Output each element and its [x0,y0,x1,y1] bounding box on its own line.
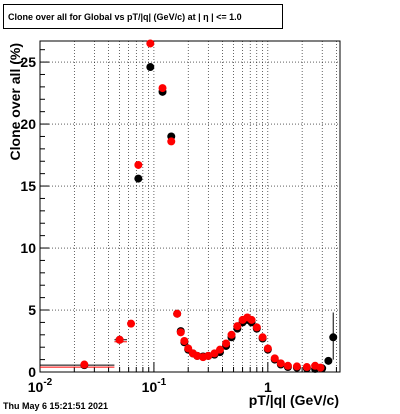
data-points [80,39,338,373]
red-data-point [180,337,189,346]
black-data-point [324,356,333,365]
red-data-point [283,361,292,370]
black-data-point [146,63,155,72]
x-tick-label: 1 [264,379,272,395]
red-data-point [184,344,193,353]
tick-labels: 0 5 10 15 20 25 10-2 10-1 1 [20,54,272,395]
red-data-point [263,344,272,353]
red-data-point [176,328,185,337]
y-tick-label: 5 [28,302,36,318]
red-data-point [146,39,155,48]
chart-title: Clone over all for Global vs pT/|q| (GeV… [8,12,242,22]
y-tick-label: 15 [20,178,36,194]
red-data-point [270,354,279,363]
y-tick-label: 10 [20,240,36,256]
black-data-point [329,333,338,342]
red-data-point [167,137,176,146]
red-data-point [134,160,143,169]
red-data-point [222,339,231,348]
x-tick-label: 10-2 [28,377,53,395]
red-data-point [204,351,213,360]
x-tick-label: 10-1 [142,377,167,395]
y-tick-label: 25 [20,54,36,70]
red-data-point [127,319,136,328]
timestamp: Thu May 6 15:21:51 2021 [3,401,109,411]
red-data-point [158,84,167,93]
grid [39,41,340,372]
red-data-point [227,330,236,339]
red-data-point [276,359,285,368]
red-data-point [316,363,325,372]
red-data-point [80,360,89,369]
red-data-point [252,323,261,332]
red-data-point [115,335,124,344]
plot-frame [39,40,341,373]
y-tick-label: 20 [20,116,36,132]
chart-title-box: Clone over all for Global vs pT/|q| (GeV… [3,4,283,29]
red-data-point [233,322,242,331]
red-data-point [258,333,267,342]
red-data-point [173,309,182,318]
red-data-point [292,362,301,371]
red-data-point [215,345,224,354]
y-axis-label: Clone over all (%) [7,43,23,160]
red-data-point [247,315,256,324]
y-tick-label: 0 [28,364,36,380]
red-data-point [302,363,311,372]
black-data-point [134,174,143,183]
x-axis-label: pT/|q| (GeV/c) [249,392,339,408]
